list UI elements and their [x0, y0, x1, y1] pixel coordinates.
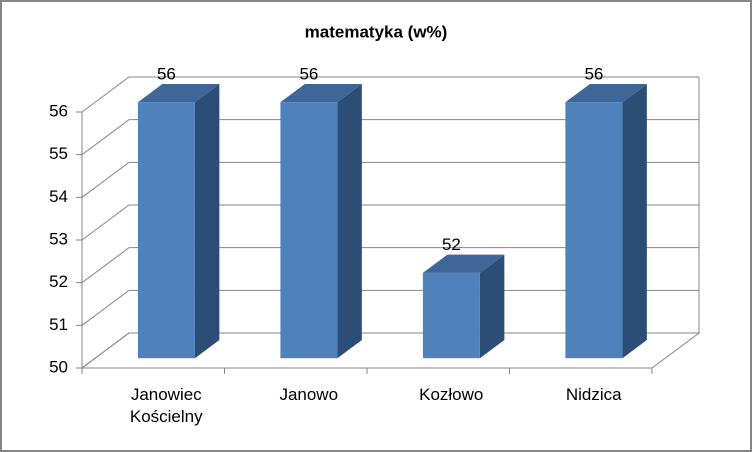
grid-line-side — [81, 76, 130, 113]
bar — [422, 272, 480, 359]
y-tick-label: 54 — [49, 187, 68, 206]
bar-top — [565, 84, 647, 103]
bar-top — [422, 254, 505, 273]
data-label: 56 — [157, 64, 176, 83]
y-tick-label: 50 — [49, 357, 68, 376]
data-label: 52 — [442, 235, 461, 254]
y-tick-label: 53 — [49, 229, 68, 248]
x-tick-label: Kozłowo — [419, 385, 484, 404]
bar-top — [137, 84, 220, 103]
y-tick-label: 55 — [49, 144, 68, 163]
grid-line-side — [81, 247, 130, 284]
chart-title: matematyka (w%) — [305, 22, 448, 41]
y-tick-label: 56 — [49, 101, 68, 120]
data-label: 56 — [299, 64, 318, 83]
grid-line-side — [81, 204, 130, 241]
grid-line-side — [81, 289, 130, 326]
grid-line-side — [81, 332, 130, 369]
grid-line-side — [81, 119, 130, 156]
grid-line-side — [81, 161, 130, 198]
y-tick-label: 52 — [49, 272, 68, 291]
y-tick-label: 51 — [49, 315, 68, 334]
bar — [565, 102, 623, 359]
data-label: 56 — [584, 64, 603, 83]
bar-side — [194, 84, 220, 359]
x-tick-label: Janowiec Kościelny — [129, 385, 203, 426]
bar — [137, 102, 195, 359]
x-tick-label: Janowo — [279, 385, 339, 404]
bar-top — [280, 84, 362, 103]
bar — [280, 102, 338, 359]
x-tick-label: Nidzica — [565, 385, 622, 404]
bar-side — [622, 84, 647, 359]
bar-side — [337, 84, 362, 359]
bar-side — [479, 254, 505, 359]
